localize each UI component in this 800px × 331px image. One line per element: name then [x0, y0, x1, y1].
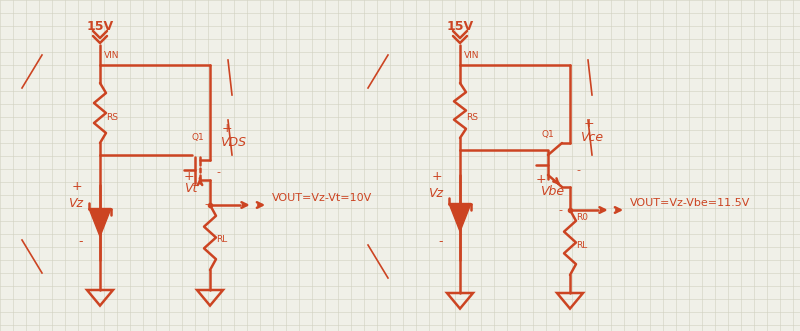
Text: -: -	[204, 199, 208, 209]
Text: RL: RL	[576, 241, 587, 250]
Text: 15V: 15V	[446, 20, 474, 33]
Text: +: +	[222, 122, 233, 135]
Text: +: +	[184, 170, 194, 183]
Text: Q1: Q1	[192, 133, 205, 142]
Text: Vz: Vz	[428, 187, 443, 200]
Text: -: -	[558, 205, 562, 215]
Text: Vt: Vt	[184, 182, 198, 195]
Text: VDS: VDS	[220, 136, 246, 149]
Text: +: +	[584, 117, 594, 130]
Text: Vce: Vce	[580, 131, 603, 144]
Polygon shape	[449, 204, 471, 231]
Text: R0: R0	[576, 213, 588, 222]
Text: -: -	[576, 165, 580, 175]
Text: -: -	[438, 235, 442, 248]
Text: VIN: VIN	[104, 51, 119, 60]
Text: VOUT=Vz-Vt=10V: VOUT=Vz-Vt=10V	[272, 193, 372, 203]
Text: RS: RS	[106, 113, 118, 122]
Text: RS: RS	[466, 113, 478, 122]
Text: +: +	[72, 180, 82, 193]
Text: +: +	[432, 170, 442, 183]
Text: RL: RL	[216, 235, 227, 245]
Text: -: -	[78, 235, 82, 248]
Text: Q1: Q1	[542, 130, 554, 139]
Text: -: -	[216, 167, 220, 177]
Text: Vz: Vz	[68, 197, 83, 210]
Text: VIN: VIN	[464, 51, 479, 60]
Text: Vbe: Vbe	[540, 185, 564, 198]
Text: 15V: 15V	[86, 20, 114, 33]
Text: +: +	[536, 173, 546, 186]
Polygon shape	[89, 209, 111, 237]
Text: VOUT=Vz-Vbe=11.5V: VOUT=Vz-Vbe=11.5V	[630, 198, 750, 208]
